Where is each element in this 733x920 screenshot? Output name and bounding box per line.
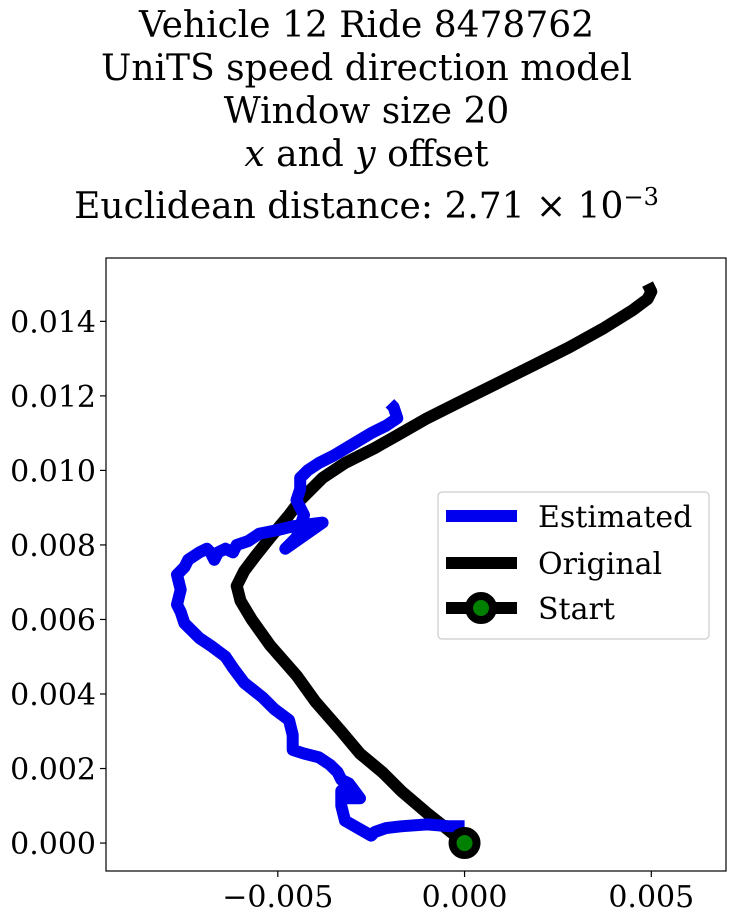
legend: Estimated Original Start: [437, 491, 710, 640]
y-tick-label: 0.006: [10, 603, 96, 638]
plot-lines: [171, 281, 658, 860]
x-tick-label: 0.005: [608, 880, 694, 915]
x-tick-label: 0.000: [422, 880, 508, 915]
title-times-sign: ×: [524, 186, 578, 227]
y-tick-label: 0.004: [10, 678, 96, 713]
start-marker: [448, 827, 481, 860]
title-line-5: Euclidean distance: 2.71 × 10−3: [0, 176, 733, 228]
legend-label-original: Original: [538, 547, 662, 582]
title-line-4: x and y offset: [0, 133, 733, 176]
y-tick-label: 0.000: [10, 827, 96, 862]
chart-title: Vehicle 12 Ride 8478762 UniTS speed dire…: [0, 4, 733, 228]
title-line-1: Vehicle 12 Ride 8478762: [138, 5, 595, 46]
title-line-2: UniTS speed direction model: [101, 48, 632, 89]
title-and-text: and: [264, 134, 356, 175]
axis-ticks: −0.005 0.000 0.005 0.000 0.002 0.004 0.006 0.00…: [10, 305, 694, 915]
legend-label-start: Start: [538, 592, 615, 627]
title-distance-prefix: Euclidean distance:: [74, 186, 445, 227]
y-tick-label: 0.014: [10, 305, 96, 340]
title-y-symbol: y: [355, 134, 376, 175]
title-line-3: Window size 20: [223, 91, 510, 132]
series-line-estimated: [171, 399, 465, 842]
y-tick-label: 0.010: [10, 454, 96, 489]
title-distance-mantissa: 2.71: [444, 186, 525, 227]
legend-label-estimated: Estimated: [538, 500, 692, 535]
legend-start-marker: [465, 592, 497, 624]
plot-area-frame: [105, 257, 727, 872]
title-distance-base: 10: [577, 186, 624, 227]
title-x-symbol: x: [244, 134, 265, 175]
title-distance-exponent: −3: [623, 183, 659, 211]
title-offset-text: offset: [375, 134, 489, 175]
y-tick-label: 0.012: [10, 380, 96, 415]
y-tick-label: 0.002: [10, 753, 96, 788]
y-tick-label: 0.008: [10, 529, 96, 564]
x-tick-label: −0.005: [222, 880, 333, 915]
